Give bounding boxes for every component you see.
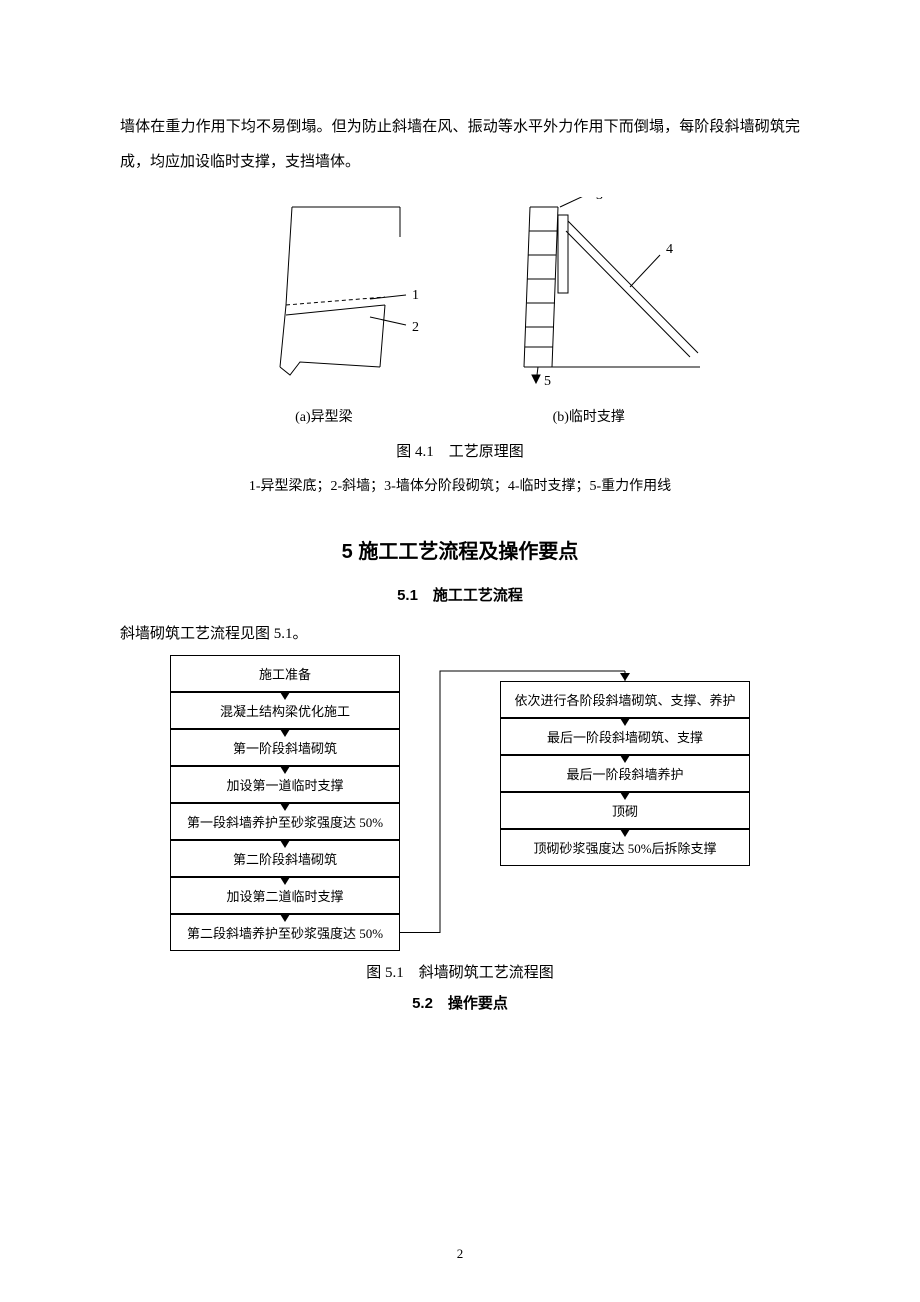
fig41-svg: 1 2 [220,197,700,387]
figure-4-1: 1 2 [120,197,800,495]
fig41-label-2: 2 [412,320,419,335]
section-5-heading: 5 施工工艺流程及操作要点 [120,535,800,564]
fig51-title: 图 5.1 斜墙砌筑工艺流程图 [120,961,800,982]
fig41-caption-b: (b)临时支撑 [553,406,625,426]
fig41-label-3: 3 [596,197,603,203]
fig41-legend: 1-异型梁底；2-斜墙；3-墙体分阶段砌筑；4-临时支撑；5-重力作用线 [120,475,800,495]
section-5-2-heading: 5.2 操作要点 [120,992,800,1013]
flowchart-right-column: 依次进行各阶段斜墙砌筑、支撑、养护最后一阶段斜墙砌筑、支撑最后一阶段斜墙养护顶砌… [500,655,750,866]
intro-paragraph: 墙体在重力作用下均不易倒塌。但为防止斜墙在风、振动等水平外力作用下而倒塌，每阶段… [120,110,800,179]
fig41-label-5: 5 [544,374,551,387]
fig41-caption-a: (a)异型梁 [295,406,353,426]
para-5-1: 斜墙砌筑工艺流程见图 5.1。 [120,619,800,649]
flowchart-left-column: 施工准备混凝土结构梁优化施工第一阶段斜墙砌筑加设第一道临时支撑第一段斜墙养护至砂… [170,655,400,951]
flow-box-left-0: 施工准备 [170,655,400,692]
flow-box-right-0: 依次进行各阶段斜墙砌筑、支撑、养护 [500,681,750,718]
section-5-1-heading: 5.1 施工工艺流程 [120,584,800,605]
fig41-title: 图 4.1 工艺原理图 [120,440,800,461]
fig41-label-4: 4 [666,242,673,257]
fig41-label-1: 1 [412,288,419,303]
page-number: 2 [0,1246,920,1262]
flowchart-5-1: 施工准备混凝土结构梁优化施工第一阶段斜墙砌筑加设第一道临时支撑第一段斜墙养护至砂… [120,655,800,951]
